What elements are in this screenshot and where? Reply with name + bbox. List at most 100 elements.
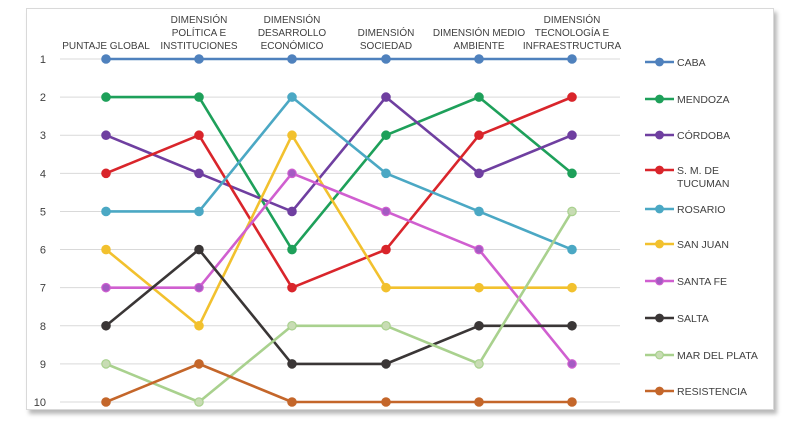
series-line [105,95,573,213]
data-point [287,359,297,369]
data-point [567,206,577,217]
legend-item: SANTA FE [645,276,727,288]
data-point [567,168,577,179]
legend-swatch-marker [655,165,664,175]
data-point [101,320,111,331]
data-point [101,168,111,179]
data-point [381,206,391,217]
legend-label: MAR DEL PLATA [677,350,758,362]
data-point [474,282,484,293]
data-point [287,282,297,293]
series-line [106,95,573,251]
data-point [287,244,297,255]
category-label-line: INFRAESTRUCTURA [523,41,622,52]
data-point [474,206,484,217]
legend-item: SALTA [645,313,709,325]
legend-swatch-marker [655,204,664,214]
category-label-line: ECONÓMICO [261,39,324,52]
legend-swatch-marker [655,386,664,396]
data-point [101,54,111,64]
data-point [381,168,391,179]
data-point [567,244,577,255]
category-label-line: DIMENSIÓN MEDIO [433,26,525,39]
data-point [194,92,204,102]
data-point [381,244,391,255]
data-point [474,320,484,331]
legend-label: SANTA FE [677,276,727,288]
data-point [381,92,391,102]
legend-swatch-marker [655,239,664,249]
data-point [474,130,484,141]
data-point [567,320,577,331]
data-point [101,397,111,407]
y-tick-label: 6 [40,245,46,257]
series-s-m-de-tucuman [101,92,577,293]
data-point [101,282,111,293]
series-line [105,362,572,404]
series-caba [101,54,577,64]
category-label-line: DIMENSIÓN [171,13,228,26]
y-tick-label: 4 [40,168,46,180]
category-label-line: POLÍTICA E [172,26,227,39]
data-point [287,397,297,407]
data-point [567,282,577,293]
legend-item: CABA [645,57,706,69]
legend-item: MENDOZA [645,94,730,106]
data-point [194,130,204,141]
data-point [381,397,391,407]
series-line [105,133,572,328]
y-tick-label: 3 [40,130,46,142]
data-point [567,130,577,141]
legend-swatch-marker [655,313,664,323]
data-point [101,244,111,255]
legend-label: MENDOZA [677,94,730,106]
legend-label: RESISTENCIA [677,386,747,398]
data-point [101,206,111,217]
series-salta [101,244,577,369]
data-point [194,206,204,217]
data-point [194,54,204,64]
data-point [287,130,297,141]
legend-label: TUCUMAN [677,178,730,190]
series-line [105,248,572,366]
y-axis-ticks: 1 2 3 4 5 6 7 8 9 10 [34,54,46,409]
legend-item: CÓRDOBA [645,129,730,142]
data-point [287,54,297,64]
series-santa-fe [101,168,577,369]
data-point [474,359,484,369]
data-point [567,92,577,102]
series-line [105,210,574,404]
legend-label: CABA [677,57,706,69]
data-point [381,359,391,369]
series-lines [101,54,577,407]
data-point [194,359,204,369]
data-point [194,282,204,293]
data-point [381,320,391,331]
legend-swatch-marker [655,57,664,67]
y-tick-label: 10 [34,397,46,409]
y-tick-label: 7 [40,283,46,295]
data-point [474,244,484,255]
category-label: PUNTAJE GLOBAL [62,41,150,52]
data-point [381,130,391,141]
category-label: DIMENSIÓN SOCIEDAD [358,26,415,52]
data-point [567,397,577,407]
data-point [567,359,577,369]
data-point [381,54,391,64]
y-tick-label: 9 [40,359,46,371]
category-label: DIMENSIÓN MEDIO AMBIENTE [433,26,525,52]
category-label-line: TECNOLOGÍA E [535,26,610,39]
data-point [474,397,484,407]
data-point [194,168,204,179]
category-label-line: AMBIENTE [453,41,504,52]
category-label-line: DIMENSIÓN [544,13,601,26]
legend-item: SAN JUAN [645,239,729,251]
category-label-line: DIMENSIÓN [264,13,321,26]
category-label-line: PUNTAJE GLOBAL [62,41,150,52]
series-córdoba [101,92,577,217]
category-label-line: DESARROLLO [258,28,327,39]
